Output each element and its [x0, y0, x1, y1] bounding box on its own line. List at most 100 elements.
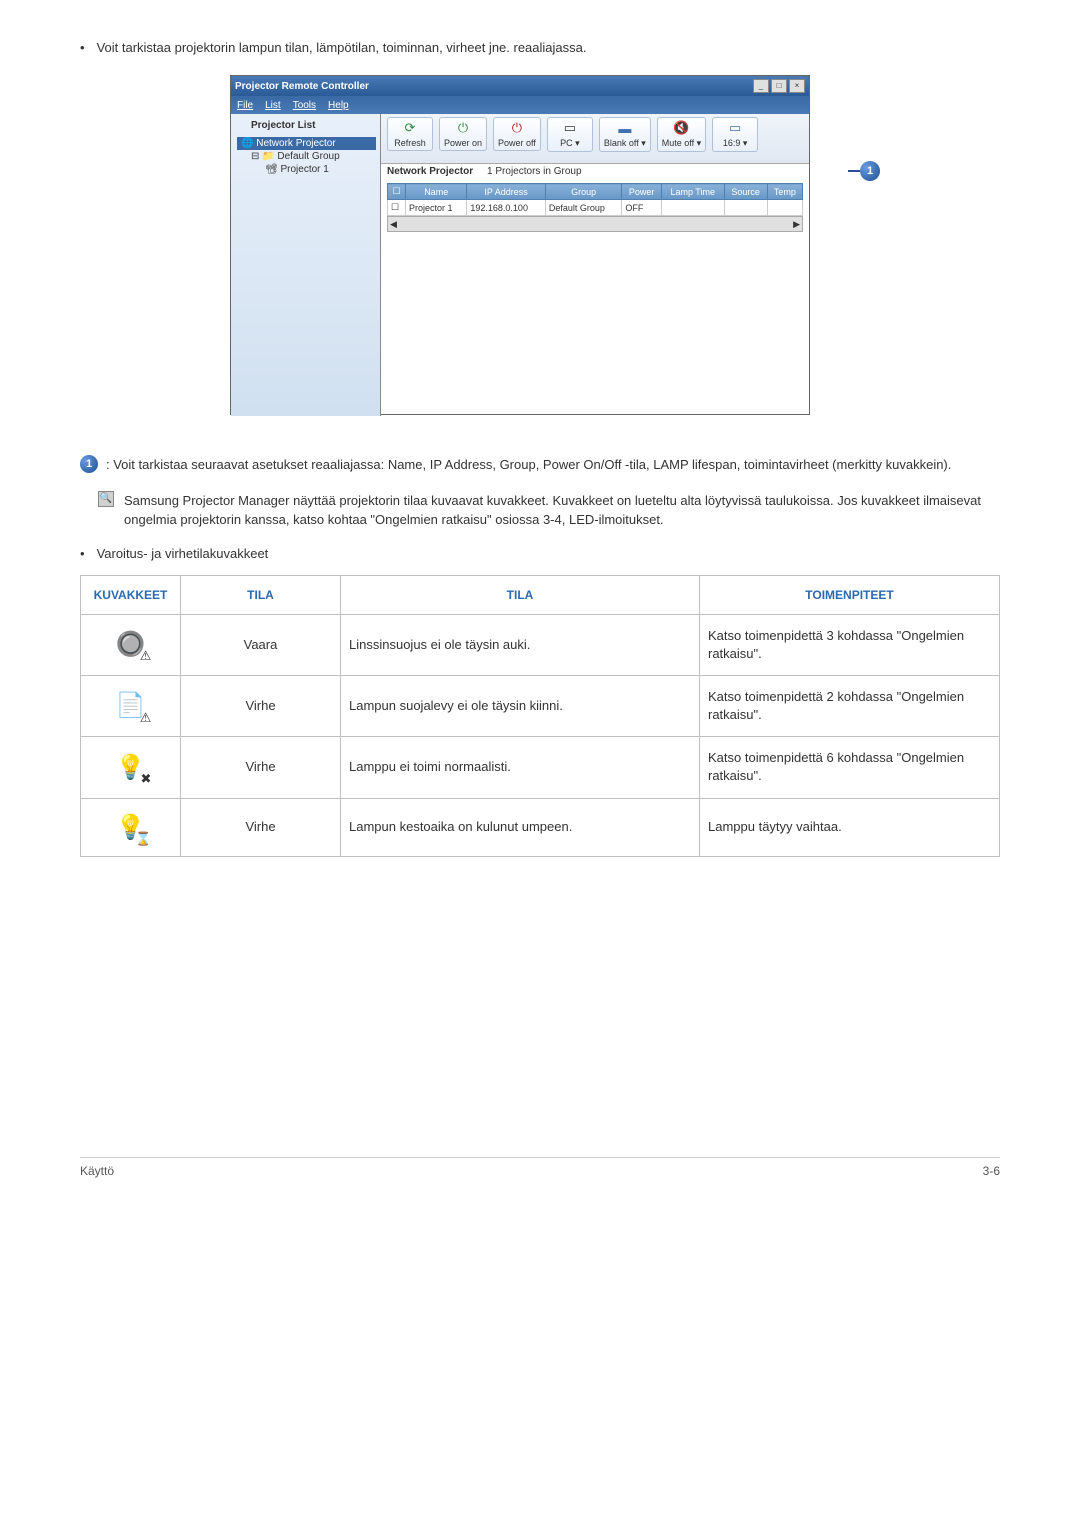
tool-label: PC ▾ [560, 138, 580, 149]
th-kuvakkeet: KUVAKKEET [81, 575, 181, 614]
menubar: File List Tools Help [231, 96, 809, 114]
toolbar: ⟳ Refresh ⏻ Power on ⏻ Power off ▭ PC ▾ ▬ Blank o… [381, 114, 809, 164]
minimize-button[interactable]: _ [753, 79, 769, 93]
panel-title: Projector List [251, 120, 376, 131]
tool-refresh[interactable]: ⟳ Refresh [387, 117, 433, 151]
grid-area: ☐NameIP AddressGroupPowerLamp TimeSource… [381, 181, 809, 416]
cell-0: ☐ [388, 200, 406, 216]
grid-header: ☐NameIP AddressGroupPowerLamp TimeSource… [388, 184, 803, 200]
tool-label: Blank off ▾ [604, 138, 646, 149]
window-title: Projector Remote Controller [235, 81, 369, 92]
callout-num-icon: 1 [80, 455, 98, 473]
col-check: ☐ [388, 184, 406, 200]
tool-icon: ⏻ [509, 120, 525, 136]
callout-1-text: 1 : Voit tarkistaa seuraavat asetukset r… [80, 455, 1000, 475]
tool-icon: ▭ [727, 120, 743, 136]
tool-label: Power on [444, 138, 482, 148]
col-IP Address: IP Address [467, 184, 545, 200]
col-Name: Name [406, 184, 467, 200]
action-cell: Katso toimenpidettä 6 kohdassa "Ongelmie… [700, 737, 1000, 798]
status-icon: 💡⌛ [116, 811, 146, 845]
icon-cell: 💡⌛ [81, 798, 181, 857]
callout-line [848, 170, 860, 172]
table-row: 📄⚠ VirheLampun suojalevy ei ole täysin ki… [81, 675, 1000, 736]
left-panel: Projector List 🌐 Network Projector ⊟ 📁 D… [231, 114, 381, 416]
subheader-left: Network Projector [387, 166, 473, 177]
subheader: Network Projector 1 Projectors in Group [381, 164, 809, 181]
callout-1-body: : Voit tarkistaa seuraavat asetukset rea… [106, 455, 951, 475]
th-toim: TOIMENPITEET [700, 575, 1000, 614]
tool-icon: ▬ [617, 120, 633, 136]
footer-right: 3-6 [983, 1164, 1000, 1178]
tree-root[interactable]: 🌐 Network Projector [237, 137, 376, 150]
tool-power-off[interactable]: ⏻ Power off [493, 117, 541, 151]
tool-pc-[interactable]: ▭ PC ▾ [547, 117, 593, 152]
icon-cell: 💡✖ [81, 737, 181, 798]
status-icon: 📄⚠ [116, 689, 146, 723]
cell-7 [767, 200, 802, 216]
cell-2: 192.168.0.100 [467, 200, 545, 216]
h-scrollbar[interactable]: ◀▶ [387, 216, 803, 232]
desc-cell: Lampun suojalevy ei ole täysin kiinni. [341, 675, 700, 736]
overlay-icon: ⌛ [135, 830, 151, 848]
tool-label: Power off [498, 138, 536, 148]
col-Temp: Temp [767, 184, 802, 200]
intro-text: Voit tarkistaa projektorin lampun tilan,… [80, 40, 1000, 55]
tool-icon: 🔇 [673, 120, 689, 136]
cell-4: OFF [622, 200, 662, 216]
tool-icon: ⏻ [455, 120, 471, 136]
col-Group: Group [545, 184, 622, 200]
app-body: Projector List 🌐 Network Projector ⊟ 📁 D… [231, 114, 809, 416]
icon-cell: 🔘⚠ [81, 614, 181, 675]
tool-icon: ▭ [562, 120, 578, 136]
maximize-button[interactable]: □ [771, 79, 787, 93]
titlebar: Projector Remote Controller _ □ × [231, 76, 809, 96]
footer-left: Käyttö [80, 1164, 114, 1178]
cell-6 [724, 200, 767, 216]
note-block: 🔍 Samsung Projector Manager näyttää proj… [98, 491, 1000, 530]
grid-row[interactable]: ☐Projector 1192.168.0.100Default GroupOF… [388, 200, 803, 216]
table-row: 💡⌛VirheLampun kestoaika on kulunut umpee… [81, 798, 1000, 857]
cell-3: Default Group [545, 200, 622, 216]
status-icon: 🔘⚠ [116, 628, 146, 662]
icon-cell: 📄⚠ [81, 675, 181, 736]
sub-bullet: Varoitus- ja virhetilakuvakkeet [80, 546, 1000, 561]
menu-tools[interactable]: Tools [293, 100, 316, 111]
status-icon: 💡✖ [116, 751, 146, 785]
right-panel: ⟳ Refresh ⏻ Power on ⏻ Power off ▭ PC ▾ ▬ Blank o… [381, 114, 809, 416]
app-window: Projector Remote Controller _ □ × File L… [230, 75, 810, 415]
desc-cell: Lamppu ei toimi normaalisti. [341, 737, 700, 798]
cell-5 [661, 200, 724, 216]
tool-icon: ⟳ [402, 120, 418, 136]
tool-16-9-[interactable]: ▭ 16:9 ▾ [712, 117, 758, 152]
tool-label: Refresh [394, 138, 426, 148]
note-text: Samsung Projector Manager näyttää projek… [124, 491, 1000, 530]
menu-list[interactable]: List [265, 100, 281, 111]
tool-mute-off-[interactable]: 🔇 Mute off ▾ [657, 117, 706, 152]
page-footer: Käyttö 3-6 [80, 1157, 1000, 1178]
th-tila2: TILA [341, 575, 700, 614]
desc-cell: Lampun kestoaika on kulunut umpeen. [341, 798, 700, 857]
col-Source: Source [724, 184, 767, 200]
close-button[interactable]: × [789, 79, 805, 93]
action-cell: Katso toimenpidettä 3 kohdassa "Ongelmie… [700, 614, 1000, 675]
tree-projector[interactable]: 📽 Projector 1 [263, 163, 376, 176]
tool-power-on[interactable]: ⏻ Power on [439, 117, 487, 151]
window-buttons: _ □ × [753, 79, 805, 93]
action-cell: Lamppu täytyy vaihtaa. [700, 798, 1000, 857]
tree-group[interactable]: ⊟ 📁 Default Group [249, 150, 376, 163]
overlay-icon: ⚠ [140, 709, 152, 727]
tila-cell: Vaara [181, 614, 341, 675]
tool-blank-off-[interactable]: ▬ Blank off ▾ [599, 117, 651, 152]
tool-label: Mute off ▾ [662, 138, 701, 149]
menu-file[interactable]: File [237, 100, 253, 111]
tool-label: 16:9 ▾ [723, 138, 748, 149]
table-row: 🔘⚠ VaaraLinssinsuojus ei ole täysin auki.… [81, 614, 1000, 675]
callout-badge-1: 1 [860, 161, 880, 181]
tila-cell: Virhe [181, 675, 341, 736]
desc-cell: Linssinsuojus ei ole täysin auki. [341, 614, 700, 675]
cell-1: Projector 1 [406, 200, 467, 216]
action-cell: Katso toimenpidettä 2 kohdassa "Ongelmie… [700, 675, 1000, 736]
col-Power: Power [622, 184, 662, 200]
menu-help[interactable]: Help [328, 100, 349, 111]
